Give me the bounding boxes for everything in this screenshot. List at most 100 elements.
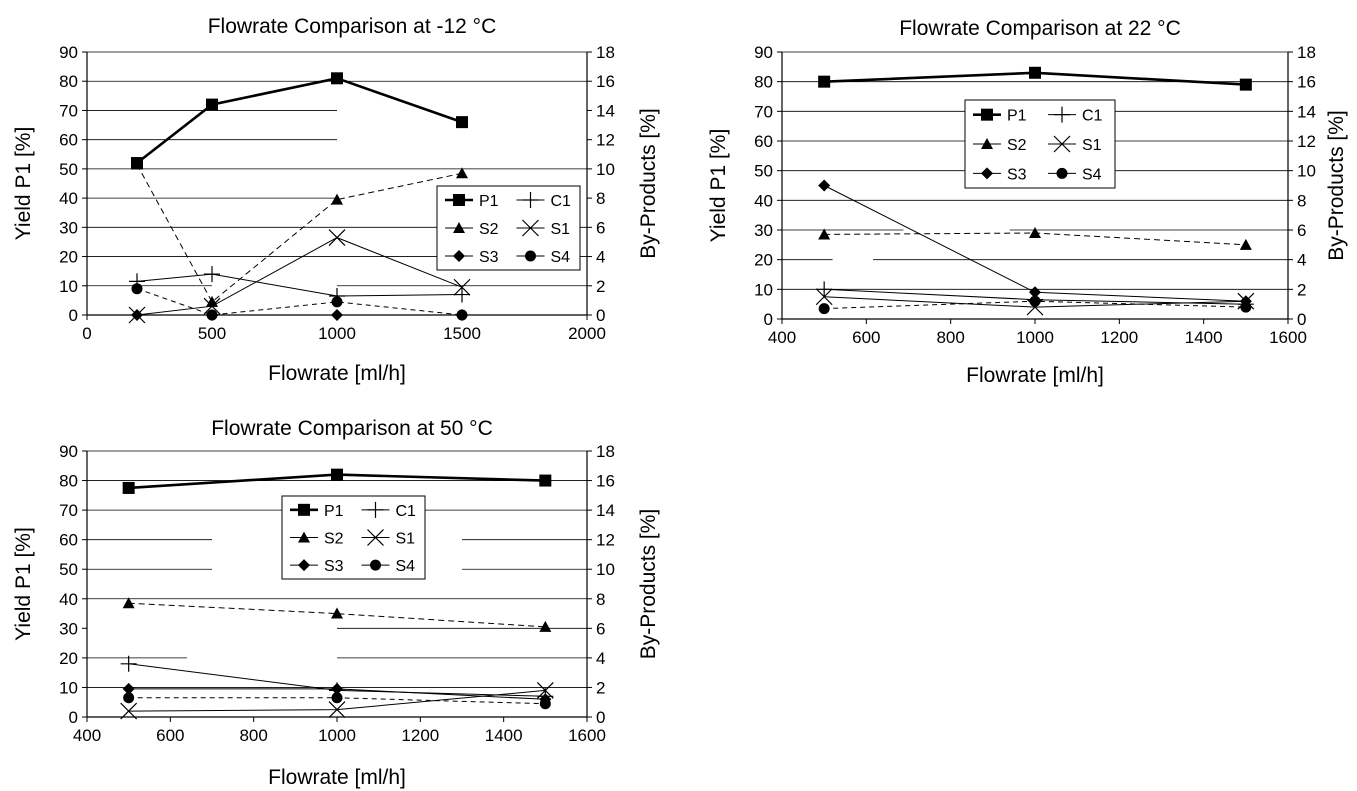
series-line-s3 xyxy=(823,185,1246,302)
data-point-c1 xyxy=(454,286,470,303)
y-tick-label: 40 xyxy=(754,191,773,210)
chart-panel-minus-12c: 0 10 20 30 40 50 60 70 80 90 0 2 4 6 8 10 12 14 16 18 0 500 10… xyxy=(12,15,660,385)
legend-label-s3: S3 xyxy=(1007,166,1027,183)
y-tick-label: 80 xyxy=(59,72,78,91)
y2-tick-label: 8 xyxy=(596,189,605,208)
x-tick-label: 2000 xyxy=(568,324,606,343)
series-line-c1 xyxy=(136,273,463,297)
data-point-s4 xyxy=(123,692,135,704)
series-layer xyxy=(120,468,554,720)
data-point-s1 xyxy=(328,229,346,246)
y-tick-label: 0 xyxy=(764,310,773,329)
data-point-s4 xyxy=(539,698,551,710)
data-point-s3 xyxy=(122,682,135,695)
legend-marker-p1 xyxy=(981,108,993,121)
legend-marker-s1 xyxy=(522,219,539,237)
data-point-s2 xyxy=(131,158,143,170)
data-point-s1 xyxy=(536,681,554,699)
legend-label-c1: C1 xyxy=(396,503,417,520)
y-tick-label: 60 xyxy=(59,531,78,550)
legend-marker-s4 xyxy=(1056,167,1068,179)
y2-axis-label: By-Products [%] xyxy=(637,509,660,660)
y2-tick-label: 6 xyxy=(596,619,605,638)
data-point-s2 xyxy=(539,620,552,632)
y2-tick-label: 10 xyxy=(596,160,615,179)
x-tick-label: 400 xyxy=(73,726,101,745)
x-tick-label: 1500 xyxy=(443,324,481,343)
x-axis-label: Flowrate [ml/h] xyxy=(966,364,1104,387)
y2-tick-label: 14 xyxy=(596,501,615,520)
x-tick-label: 0 xyxy=(82,324,91,343)
y2-tick-label: 0 xyxy=(1297,310,1306,329)
legend-label-s2: S2 xyxy=(479,221,499,238)
data-point-p1 xyxy=(331,72,343,85)
legend-label-s1: S1 xyxy=(1082,137,1102,154)
data-point-s1 xyxy=(453,278,471,296)
y2-tick-label: 16 xyxy=(1297,73,1316,92)
y2-tick-label: 2 xyxy=(1297,280,1306,299)
series-layer xyxy=(815,66,1255,316)
data-point-p1 xyxy=(1029,66,1041,79)
legend-marker-s3 xyxy=(298,559,310,572)
y2-tick-label: 0 xyxy=(596,708,605,727)
y-tick-label: 10 xyxy=(754,280,773,299)
y-tick-label: 60 xyxy=(754,132,773,151)
data-point-p1 xyxy=(122,481,135,494)
y2-tick-label: 4 xyxy=(596,649,605,668)
legend: P1 C1 S2 S1 S3 S4 xyxy=(281,495,426,580)
legend-label-p1: P1 xyxy=(1007,108,1027,125)
x-tick-label: 400 xyxy=(768,328,796,347)
data-point-s1 xyxy=(328,701,346,719)
y-axis-label: Yield P1 [%] xyxy=(12,127,35,241)
y-tick-label: 70 xyxy=(59,501,78,520)
legend-marker-c1 xyxy=(367,501,384,518)
legend-marker-s2 xyxy=(981,138,993,149)
data-point-s2 xyxy=(1029,226,1041,238)
data-point-s3 xyxy=(818,179,831,192)
data-point-s3 xyxy=(331,682,343,695)
y2-tick-label: 18 xyxy=(1297,43,1316,62)
data-point-s4 xyxy=(1029,295,1041,307)
y2-tick-label: 16 xyxy=(596,472,615,491)
legend-marker-s4 xyxy=(370,559,381,571)
legend-marker-s3 xyxy=(453,250,465,262)
legend: P1 C1 S2 S1 S3 S4 xyxy=(964,99,1116,189)
series-line-s1 xyxy=(136,237,463,316)
chart-title: Flowrate Comparison at 50 °C xyxy=(211,417,493,440)
y-tick-label: 20 xyxy=(59,248,78,267)
y2-tick-label: 8 xyxy=(1297,191,1306,210)
legend-label-s1: S1 xyxy=(551,221,571,238)
x-tick-label: 1200 xyxy=(1100,328,1138,347)
legend-label-c1: C1 xyxy=(551,193,572,210)
y-tick-label: 50 xyxy=(59,560,78,579)
legend-label-s4: S4 xyxy=(1082,166,1102,183)
y-tick-label: 0 xyxy=(69,306,78,325)
data-point-s4 xyxy=(818,303,830,315)
y-tick-label: 20 xyxy=(59,649,78,668)
y2-tick-label: 14 xyxy=(596,101,615,120)
legend-marker-s1 xyxy=(367,529,384,546)
y2-tick-label: 12 xyxy=(1297,132,1316,151)
legend-label-s3: S3 xyxy=(479,249,499,266)
data-point-p1 xyxy=(1239,78,1252,91)
y-tick-label: 30 xyxy=(59,218,78,237)
legend-label-p1: P1 xyxy=(479,193,499,210)
x-tick-label: 800 xyxy=(936,328,964,347)
data-point-s4 xyxy=(331,296,343,308)
x-tick-label: 1000 xyxy=(318,726,356,745)
y-tick-label: 80 xyxy=(59,472,78,491)
y2-tick-label: 18 xyxy=(596,442,615,461)
legend-marker-s3 xyxy=(981,167,993,180)
y2-tick-label: 14 xyxy=(1297,102,1316,121)
y-tick-label: 80 xyxy=(754,73,773,92)
y-axis-label: Yield P1 [%] xyxy=(12,527,35,641)
x-axis-label: Flowrate [ml/h] xyxy=(268,766,406,789)
y-tick-label: 30 xyxy=(59,619,78,638)
y-tick-label: 90 xyxy=(754,43,773,62)
y2-tick-label: 2 xyxy=(596,678,605,697)
chart-panel-22c: 0 10 20 30 40 50 60 70 80 90 0 2 4 6 8 10 12 14 16 18 400 600… xyxy=(707,17,1348,387)
data-point-s2 xyxy=(818,228,831,240)
y-tick-label: 10 xyxy=(59,277,78,296)
y2-tick-label: 16 xyxy=(596,72,615,91)
data-point-s1 xyxy=(120,702,138,720)
